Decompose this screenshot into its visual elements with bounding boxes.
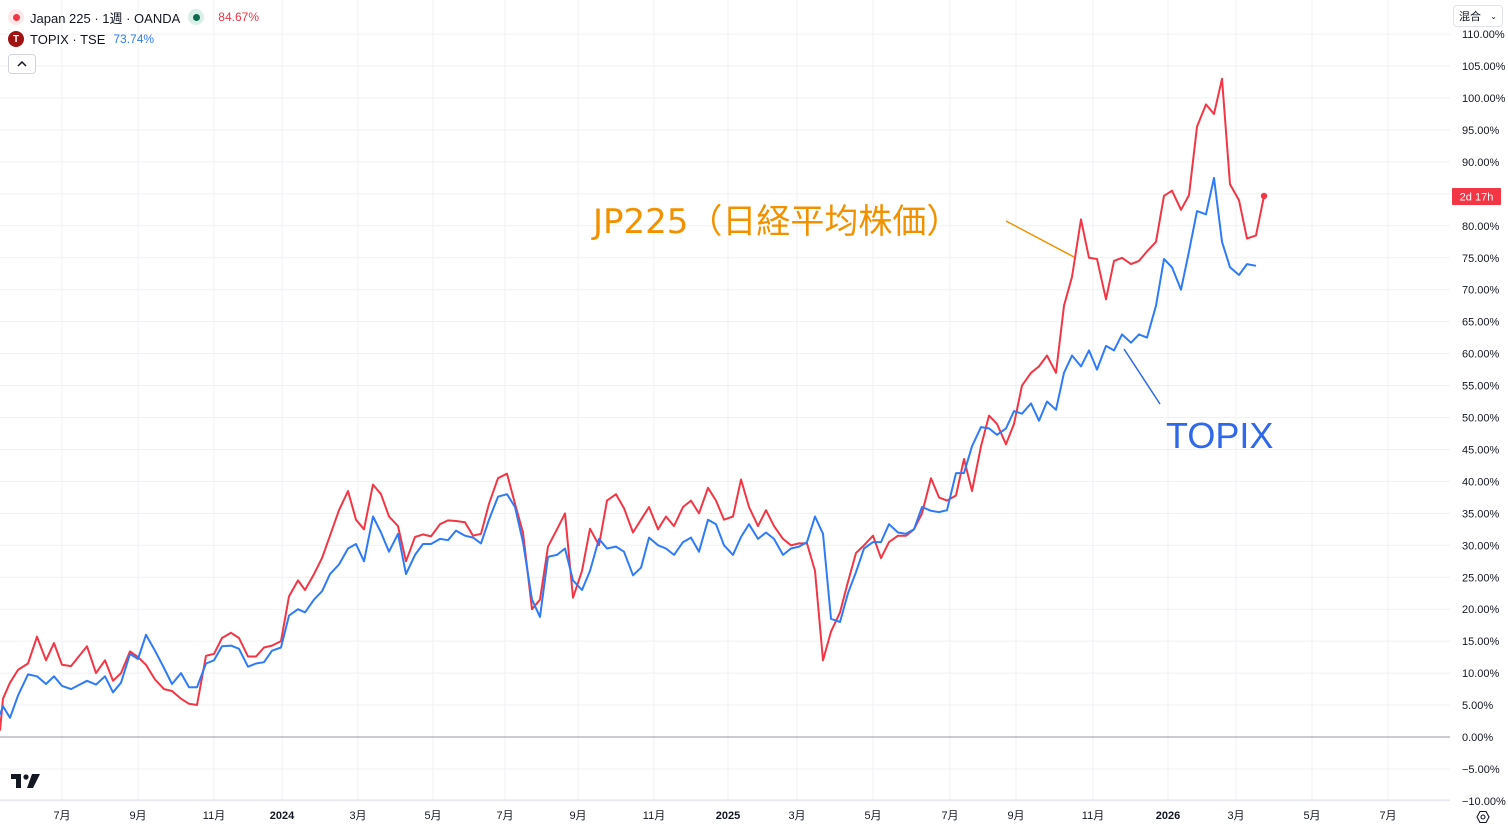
series-name-japan225: Japan 225 · 1週 · OANDA: [30, 10, 181, 26]
y-axis-tick-label: 0.00%: [1462, 732, 1493, 744]
y-axis-tick-label: 10.00%: [1462, 668, 1500, 680]
y-axis-tick-label: −10.00%: [1462, 796, 1506, 808]
y-axis-tick-label: 55.00%: [1462, 381, 1500, 393]
jp225-annotation-label: JP225（日経平均株価）: [591, 202, 960, 242]
y-axis-tick-label: 35.00%: [1462, 508, 1500, 520]
x-axis-tick-label: 3月: [788, 810, 805, 822]
x-axis-tick-label: 7月: [941, 810, 958, 822]
x-axis-tick-label: 11月: [203, 810, 225, 822]
x-axis-tick-label: 3月: [1227, 810, 1244, 822]
y-axis-tick-label: 45.00%: [1462, 444, 1500, 456]
y-axis-tick-label: 95.00%: [1462, 125, 1500, 137]
last-price-marker: [1260, 192, 1268, 200]
y-axis-tick-label: 5.00%: [1462, 700, 1493, 712]
legend: Japan 225 · 1週 · OANDA 84.67% T TOPIX · …: [8, 6, 259, 74]
series-name-topix: TOPIX · TSE: [30, 31, 106, 47]
series-lines: [0, 77, 1268, 731]
x-axis-tick-label: 7月: [1379, 810, 1396, 822]
scale-mode-label: 混合: [1459, 11, 1481, 23]
topix-line[interactable]: [0, 176, 1257, 719]
x-axis-tick-label: 9月: [1007, 810, 1024, 822]
grid-lines: [0, 0, 1450, 802]
y-axis-tick-label: 65.00%: [1462, 317, 1500, 329]
time-axis: 7月 9月 11月 2024 3月 5月 7月 9月 11月 2025 3月 5月 7月 9月 11月 202…: [53, 810, 1396, 822]
y-axis-tick-label: 60.00%: [1462, 349, 1500, 361]
market-status-icon[interactable]: [188, 9, 205, 25]
x-axis-tick-label: 3月: [349, 810, 366, 822]
x-axis-tick-label: 5月: [864, 810, 881, 822]
y-axis-tick-label: 50.00%: [1462, 413, 1500, 425]
series-value-topix: 73.74%: [113, 32, 155, 46]
topix-annotation-arrow: [1123, 348, 1161, 405]
x-axis-tick-label: 9月: [569, 810, 586, 822]
x-axis-tick-label: 9月: [129, 810, 146, 822]
y-axis-tick-label: 25.00%: [1462, 572, 1500, 584]
scale-mode-dropdown[interactable]: 混合 ⌄: [1453, 5, 1503, 27]
price-axis: 110.00%105.00%100.00%95.00%90.00%85.00%8…: [1462, 29, 1506, 808]
svg-text:2d 17h: 2d 17h: [1460, 192, 1494, 204]
series-value-japan225: 84.67%: [218, 10, 259, 24]
x-axis-tick-label: 11月: [643, 810, 665, 822]
topix-logo-icon: T: [8, 31, 24, 47]
x-axis-tick-label: 2026: [1156, 810, 1180, 822]
x-axis-tick-label: 5月: [424, 810, 441, 822]
x-axis-tick-label: 7月: [496, 810, 513, 822]
y-axis-tick-label: 80.00%: [1462, 221, 1500, 233]
y-axis-tick-label: 75.00%: [1462, 253, 1500, 265]
x-axis-tick-label: 2025: [716, 810, 740, 822]
series-color-icon: [8, 9, 24, 25]
x-axis-tick-label: 11月: [1082, 810, 1104, 822]
price-label-badge: 2d 17h: [1452, 188, 1501, 205]
settings-gear-icon[interactable]: [1476, 810, 1490, 824]
x-axis-tick-label: 5月: [1303, 810, 1320, 822]
y-axis-tick-label: 90.00%: [1462, 157, 1500, 169]
y-axis-tick-label: 15.00%: [1462, 636, 1500, 648]
jp225-annotation-arrow: [1005, 220, 1075, 258]
chevron-up-icon: [17, 61, 27, 67]
japan225-line[interactable]: [0, 77, 1265, 731]
tradingview-logo-icon[interactable]: [11, 773, 41, 793]
collapse-legend-button[interactable]: [8, 54, 36, 74]
x-axis-tick-label: 2024: [270, 810, 295, 822]
y-axis-tick-label: −5.00%: [1462, 764, 1500, 776]
x-axis-tick-label: 7月: [53, 810, 70, 822]
legend-row-topix[interactable]: T TOPIX · TSE 73.74%: [8, 28, 259, 50]
chevron-down-icon: ⌄: [1490, 11, 1497, 21]
y-axis-tick-label: 105.00%: [1462, 61, 1506, 73]
y-axis-tick-label: 20.00%: [1462, 604, 1500, 616]
legend-row-japan225[interactable]: Japan 225 · 1週 · OANDA 84.67%: [8, 6, 259, 28]
y-axis-tick-label: 30.00%: [1462, 540, 1500, 552]
topix-annotation-label: TOPIX: [1166, 415, 1273, 456]
y-axis-tick-label: 100.00%: [1462, 93, 1506, 105]
y-axis-tick-label: 70.00%: [1462, 285, 1500, 297]
y-axis-tick-label: 110.00%: [1462, 29, 1505, 41]
y-axis-tick-label: 40.00%: [1462, 476, 1500, 488]
